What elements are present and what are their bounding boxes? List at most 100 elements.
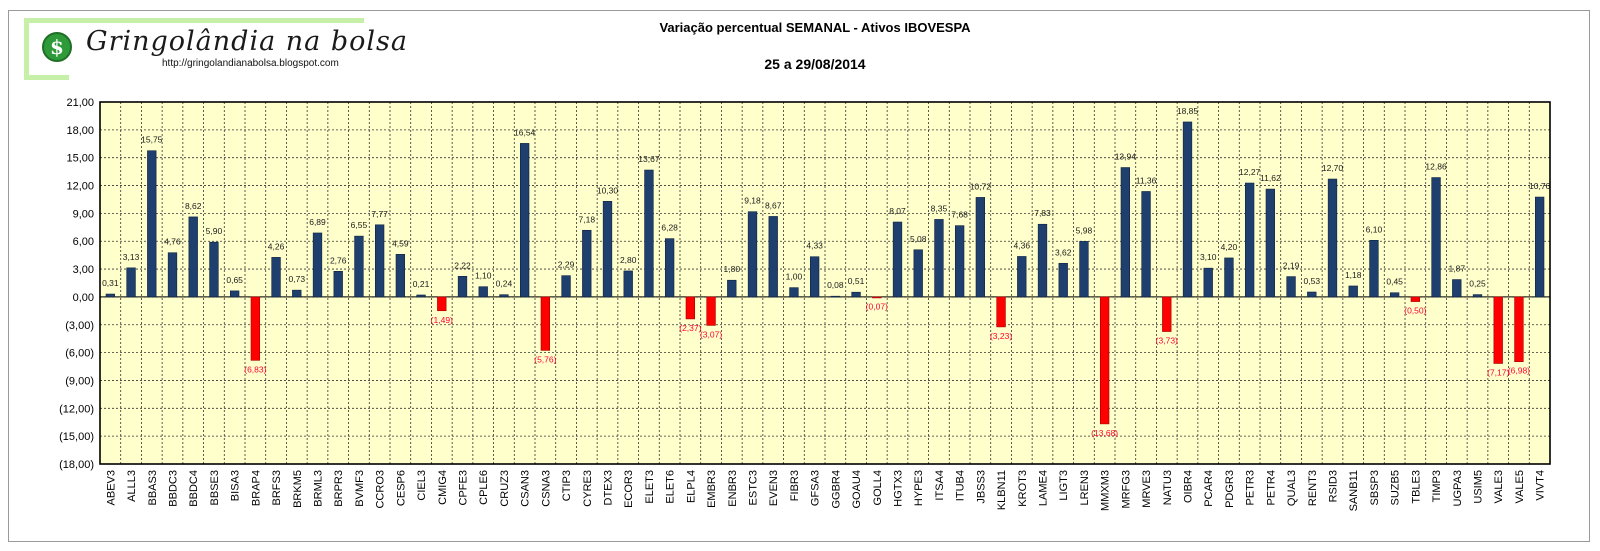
x-tick-label: PCAR4 <box>1203 470 1215 507</box>
bar-RENT3[interactable] <box>1307 291 1317 298</box>
bar-ELPL4[interactable] <box>685 296 696 320</box>
bar-FIBR3[interactable] <box>789 287 799 298</box>
bar-DTEX3[interactable] <box>602 201 613 298</box>
x-tick-label: ALLL3 <box>126 470 138 502</box>
bar-HGTX3[interactable] <box>892 221 903 298</box>
data-label: (6,98) <box>1508 366 1530 376</box>
bar-CMIG4[interactable] <box>437 296 447 312</box>
bar-CCRO3[interactable] <box>374 224 385 298</box>
y-tick-label: 12,00 <box>66 181 94 193</box>
bar-VALE5[interactable] <box>1514 296 1524 363</box>
data-label: 2,80 <box>620 255 637 265</box>
x-tick-label: CMIG4 <box>437 470 449 505</box>
bar-LREN3[interactable] <box>1079 241 1089 298</box>
bar-BBAS3[interactable] <box>147 150 157 298</box>
bar-ELET3[interactable] <box>644 169 654 298</box>
x-tick-label: ABEV3 <box>105 470 117 505</box>
bar-VALE3[interactable] <box>1493 296 1503 364</box>
bar-OIBR4[interactable] <box>1182 121 1193 298</box>
x-tick-label: HYPE3 <box>913 470 925 506</box>
bar-GFSA3[interactable] <box>809 256 820 298</box>
data-label: 2,76 <box>330 255 347 265</box>
bar-CPFE3[interactable] <box>457 276 468 298</box>
bar-SANB11[interactable] <box>1348 285 1358 298</box>
bar-BVMF3[interactable] <box>354 235 364 298</box>
bar-CSAN3[interactable] <box>519 143 530 298</box>
logo-url[interactable]: http://gringolandianabolsa.blogspot.com <box>162 58 339 69</box>
bar-CTIP3[interactable] <box>561 275 571 298</box>
bar-SUZB5[interactable] <box>1389 292 1400 298</box>
bar-GOLL4[interactable] <box>872 296 882 299</box>
bar-ITUB4[interactable] <box>954 225 965 298</box>
bar-LAME4[interactable] <box>1037 223 1048 298</box>
x-tick-label: GFSA3 <box>810 470 822 506</box>
data-label: (3,73) <box>1156 336 1178 346</box>
y-tick-label: (12,00) <box>59 403 94 415</box>
bar-CIEL3[interactable] <box>416 294 426 298</box>
bar-ESTC3[interactable] <box>747 211 758 298</box>
bar-GOAU4[interactable] <box>851 291 861 298</box>
data-label: 1,80 <box>724 264 741 274</box>
bar-UGPA3[interactable] <box>1452 279 1462 298</box>
bar-CPLE6[interactable] <box>478 286 488 298</box>
bar-ABEV3[interactable] <box>105 293 116 298</box>
bar-BRPR3[interactable] <box>333 271 343 298</box>
bar-TBLE3[interactable] <box>1410 296 1421 302</box>
bar-ITSA4[interactable] <box>934 219 944 298</box>
data-label: 1,18 <box>1345 270 1362 280</box>
bar-GGBR4[interactable] <box>830 295 841 298</box>
bar-CYRE3[interactable] <box>582 229 592 298</box>
bar-LIGT3[interactable] <box>1058 263 1068 298</box>
bar-ELET6[interactable] <box>664 238 675 298</box>
bar-EMBR3[interactable] <box>706 296 716 326</box>
bar-TIMP3[interactable] <box>1431 177 1441 298</box>
data-label: 5,98 <box>1076 225 1093 235</box>
bar-SBSP3[interactable] <box>1369 240 1379 298</box>
bar-CSNA3[interactable] <box>540 296 551 351</box>
x-tick-label: GGBR4 <box>830 470 842 509</box>
bar-JBSS3[interactable] <box>975 197 986 298</box>
x-tick-label: KLBN11 <box>996 470 1008 510</box>
bar-PETR3[interactable] <box>1244 182 1255 298</box>
bar-ALLL3[interactable] <box>126 267 136 298</box>
bar-MRVE3[interactable] <box>1141 191 1151 298</box>
bar-BRKM5[interactable] <box>292 289 302 298</box>
bar-RSID3[interactable] <box>1327 178 1338 298</box>
x-tick-label: MRFG3 <box>1120 470 1132 509</box>
bar-BBDC4[interactable] <box>188 216 198 298</box>
bar-CRUZ3[interactable] <box>499 294 509 298</box>
bar-MMXM3[interactable] <box>1099 296 1110 425</box>
x-tick-label: VALE5 <box>1514 470 1526 503</box>
x-tick-label: GOLL4 <box>872 470 884 505</box>
bar-MRFG3[interactable] <box>1120 167 1131 298</box>
bar-CESP6[interactable] <box>395 254 406 298</box>
bar-BRFS3[interactable] <box>271 257 281 298</box>
bar-EVEN3[interactable] <box>768 216 778 298</box>
bar-KROT3[interactable] <box>1017 256 1027 298</box>
data-label: 0,24 <box>496 279 513 289</box>
x-tick-label: BBDC4 <box>188 470 200 507</box>
data-label: 7,68 <box>951 210 968 220</box>
bar-PDGR3[interactable] <box>1224 257 1234 298</box>
bar-BRAP4[interactable] <box>250 296 261 361</box>
bar-VIVT4[interactable] <box>1534 196 1545 298</box>
bar-QUAL3[interactable] <box>1286 276 1296 298</box>
bar-ENBR3[interactable] <box>727 279 737 298</box>
x-tick-label: VIVT4 <box>1535 470 1547 501</box>
bar-BBDC3[interactable] <box>167 252 178 298</box>
bar-NATU3[interactable] <box>1162 296 1172 332</box>
blog-logo[interactable]: $ Gringolândia na bolsa http://gringolan… <box>24 18 407 80</box>
data-label: 12,27 <box>1239 167 1261 177</box>
chart-subtitle: 25 a 29/08/2014 <box>764 56 866 72</box>
bar-USIM5[interactable] <box>1472 294 1483 298</box>
bar-BISA3[interactable] <box>229 290 240 298</box>
bar-PETR4[interactable] <box>1265 188 1276 298</box>
bar-KLBN11[interactable] <box>996 296 1006 328</box>
bar-BRML3[interactable] <box>312 232 323 298</box>
x-tick-label: VALE3 <box>1493 470 1505 503</box>
x-tick-label: JBSS3 <box>975 470 987 504</box>
bar-HYPE3[interactable] <box>913 249 923 298</box>
bar-PCAR4[interactable] <box>1203 267 1213 298</box>
bar-BBSE3[interactable] <box>209 241 219 298</box>
bar-ECOR3[interactable] <box>623 270 633 298</box>
